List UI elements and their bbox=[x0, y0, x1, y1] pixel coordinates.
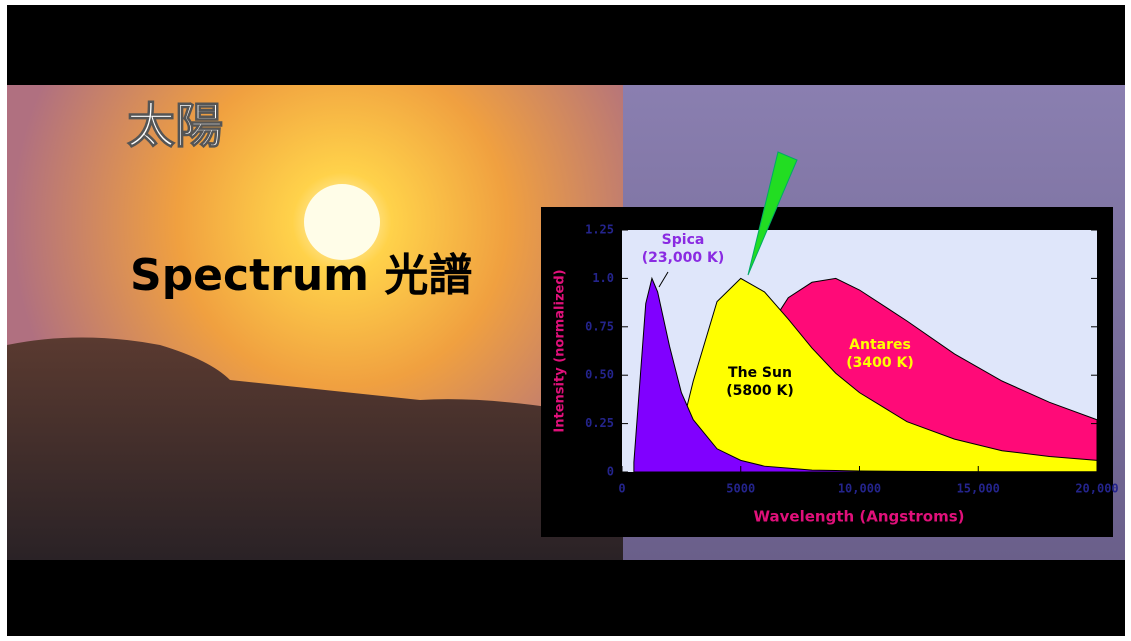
foliage bbox=[7, 337, 623, 560]
series-label: Spica bbox=[662, 232, 705, 248]
x-tick-label: 20,000 bbox=[1075, 482, 1118, 496]
x-tick-label: 10,000 bbox=[838, 482, 881, 496]
series-annotation: (3400 K) bbox=[846, 355, 913, 371]
series-label: The Sun bbox=[728, 365, 792, 381]
area bbox=[633, 276, 1098, 473]
series-annotation: (5800 K) bbox=[726, 383, 793, 399]
y-tick-label: 0.75 bbox=[585, 319, 614, 333]
series-label: Antares bbox=[849, 337, 911, 353]
sun-disc bbox=[304, 184, 380, 260]
plot bbox=[633, 276, 1098, 473]
y-tick-label: 0.50 bbox=[585, 368, 614, 382]
series-annotation: (23,000 K) bbox=[642, 250, 725, 266]
y-tick-label: 1.25 bbox=[585, 223, 614, 237]
subtitle: Spectrum 光譜 bbox=[130, 250, 472, 301]
y-tick-label: 1.0 bbox=[592, 271, 614, 285]
x-axis-label: Wavelength (Angstroms) bbox=[754, 508, 965, 526]
title: 太陽 bbox=[127, 98, 223, 154]
y-tick-label: 0.25 bbox=[585, 416, 614, 430]
y-axis-label: Intensity (normalized) bbox=[553, 269, 568, 432]
x-tick-label: 15,000 bbox=[957, 482, 1000, 496]
pointer bbox=[747, 151, 798, 276]
leader-line bbox=[658, 271, 669, 288]
x-tick-label: 5000 bbox=[726, 482, 755, 496]
y-tick-label: 0 bbox=[607, 465, 614, 479]
x-tick-label: 0 bbox=[618, 482, 625, 496]
